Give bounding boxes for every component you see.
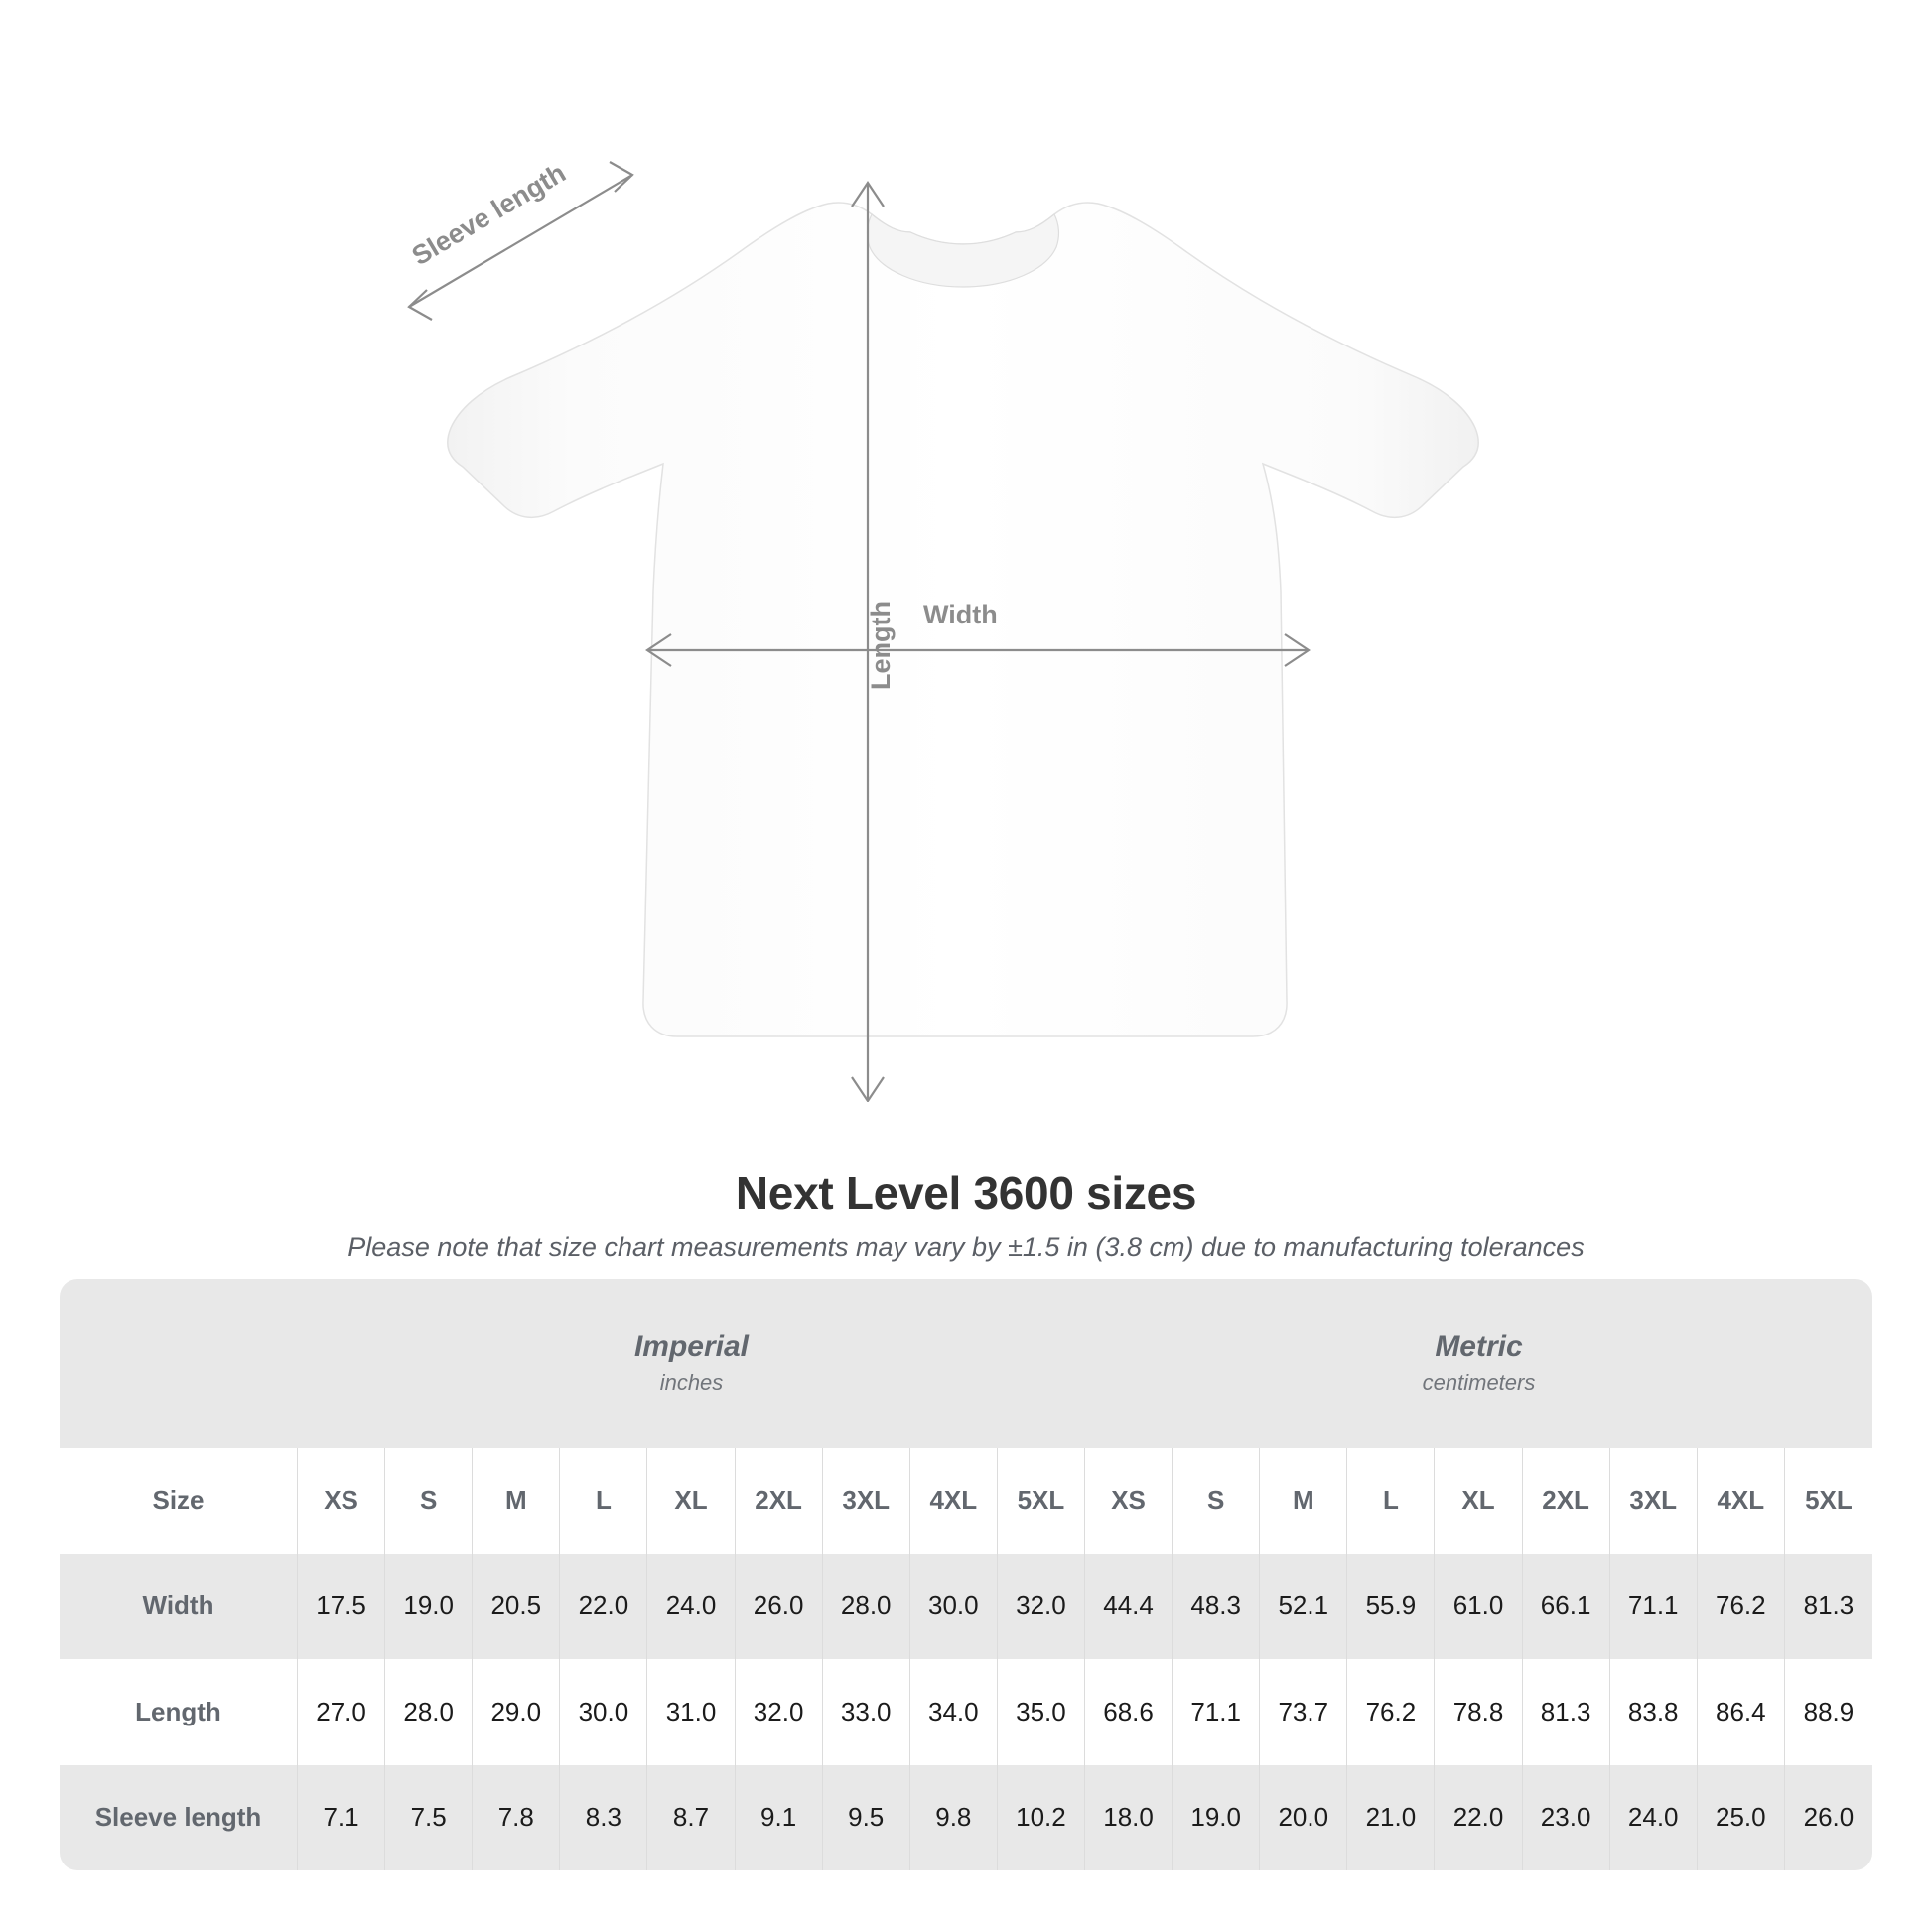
svg-text:Length: Length [866, 601, 896, 690]
svg-text:Sleeve length: Sleeve length [407, 158, 571, 271]
svg-text:Width: Width [923, 600, 998, 629]
